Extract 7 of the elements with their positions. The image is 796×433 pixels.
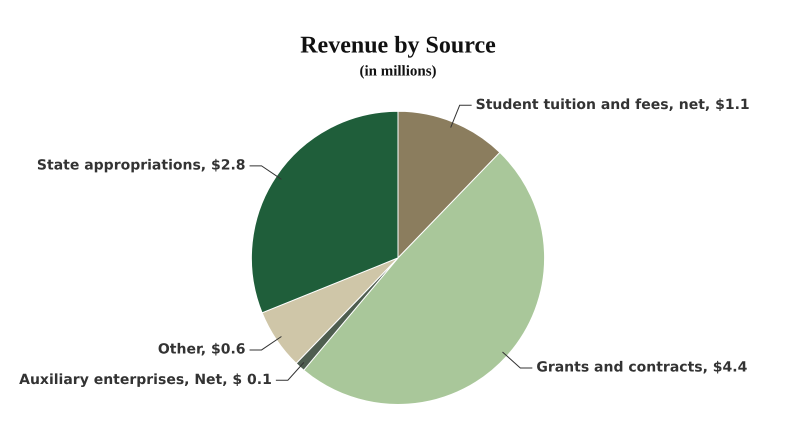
slice-label: Other, $0.6 xyxy=(158,342,246,358)
slice-label: Grants and contracts, $4.4 xyxy=(536,360,748,376)
slice-label: State appropriations, $2.8 xyxy=(36,157,246,174)
slice-label: Auxiliary enterprises, Net, $ 0.1 xyxy=(19,372,272,388)
chart-subtitle: (in millions) xyxy=(359,64,437,80)
chart-title: Revenue by Source xyxy=(300,32,496,59)
slice-label: Student tuition and fees, net, $1.1 xyxy=(476,96,750,113)
